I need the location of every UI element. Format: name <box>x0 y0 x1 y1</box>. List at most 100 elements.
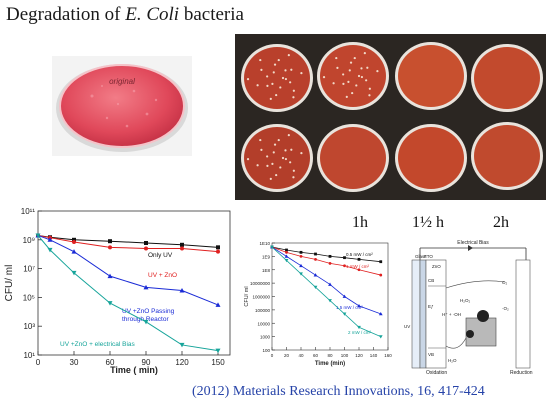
fto-label: FTO <box>424 254 433 259</box>
bacteria-colony <box>256 84 259 87</box>
vb-label: VB <box>428 352 434 357</box>
bacteria-colony <box>272 151 275 154</box>
x-tick-label: 20 <box>284 353 290 358</box>
x-tick-label: 0 <box>36 358 41 367</box>
bacteria-colony <box>335 56 338 60</box>
data-point <box>328 254 332 258</box>
series-line <box>271 246 381 315</box>
data-point <box>215 348 221 354</box>
series-label: 1.5 mW / cm² <box>336 305 363 310</box>
bacteria-colony <box>284 149 287 152</box>
cb-label: CB <box>428 278 434 283</box>
bacteria-colony <box>281 156 285 160</box>
bacteria-colony <box>266 155 269 158</box>
data-point <box>342 294 347 298</box>
bacteria-colony <box>290 68 293 71</box>
data-point <box>47 237 53 242</box>
agar-plate <box>398 45 464 107</box>
x-tick-label: 0 <box>271 353 274 358</box>
bacteria-colony <box>266 75 269 78</box>
time-label-1h: 1h <box>352 214 368 231</box>
series-line <box>271 246 381 337</box>
single-petri-dish-image: original <box>56 64 188 152</box>
bacteria-colony <box>259 138 262 142</box>
bacteria-colony <box>273 63 277 66</box>
x-tick-label: 80 <box>327 353 333 358</box>
x-tick-label: 60 <box>106 358 115 367</box>
bacteria-colony <box>365 79 368 82</box>
bacteria-colony <box>271 82 274 85</box>
superoxide-label: ·O₂ <box>502 306 509 311</box>
bacteria-colony <box>275 173 278 177</box>
series-label: UV +ZnO Passing through Reactor <box>122 308 175 323</box>
data-point <box>357 325 361 330</box>
data-point <box>47 247 53 253</box>
y-tick-label: 10¹ <box>23 351 35 360</box>
bacteria-colony <box>289 161 292 164</box>
agar-plate <box>244 127 310 189</box>
x-axis-label: Time (min) <box>315 361 345 367</box>
bacteria-colony <box>284 69 287 72</box>
bacteria-colony <box>273 143 277 146</box>
time-label-2h: 2h <box>493 214 509 231</box>
data-point <box>144 246 148 251</box>
data-point <box>284 259 289 263</box>
data-point <box>379 260 383 264</box>
data-point <box>328 299 332 303</box>
bacteria-colony <box>284 77 288 81</box>
x-tick-label: 140 <box>370 353 378 358</box>
zno-layer <box>425 259 447 369</box>
reactor-schematic: Electrical Bias Glass FTO ZnO CB Eƒ UV V… <box>398 238 548 378</box>
dish-handwritten-label: original <box>109 77 135 86</box>
data-point <box>180 246 184 251</box>
series-label: 2 mW / cm² <box>348 330 371 335</box>
data-point <box>314 252 317 256</box>
series-label: 1 mW / cm² <box>346 264 369 269</box>
y-tick-label: 10¹¹ <box>21 207 36 216</box>
bacteria-colony <box>246 158 250 161</box>
y-tick-label: 1E10 <box>259 241 270 246</box>
bacteria-colony <box>266 84 269 88</box>
petri-plates-photo <box>235 34 546 200</box>
data-point <box>143 319 149 325</box>
y-tick-label: 10⁵ <box>23 293 35 302</box>
data-point <box>179 288 185 293</box>
electrical-bias-label: Electrical Bias <box>457 240 489 246</box>
oxidation-label: Oxidation <box>426 370 447 376</box>
data-point <box>72 240 76 245</box>
series-label: 0.5 mW / cm² <box>346 252 373 257</box>
data-point <box>72 237 76 242</box>
data-point <box>378 335 383 339</box>
data-point <box>71 249 77 254</box>
bacteria-colony <box>351 91 354 95</box>
agar-plate <box>320 45 386 107</box>
data-point <box>299 254 303 258</box>
data-point <box>285 248 288 252</box>
data-point <box>71 270 77 276</box>
plot-frame <box>37 210 231 356</box>
data-point <box>328 261 332 265</box>
y-tick-label: 10⁹ <box>23 236 35 245</box>
bacteria-colony <box>342 73 345 76</box>
x-tick-label: 120 <box>175 358 189 367</box>
x-tick-label: 30 <box>70 358 79 367</box>
data-point <box>342 312 347 316</box>
data-point <box>313 273 318 277</box>
data-point <box>314 257 317 261</box>
bacteria-colony <box>259 58 262 62</box>
series-label: UV +ZnO + electrical Bias <box>60 341 136 348</box>
bacteria-colony <box>342 82 345 86</box>
bacteria-colony <box>368 87 371 90</box>
data-point <box>379 273 383 277</box>
bacteria-colony <box>266 164 269 168</box>
series-line <box>37 234 219 253</box>
bacteria-colony <box>279 166 282 169</box>
bacteria-colony <box>366 66 369 69</box>
y-tick-label: 10⁷ <box>23 265 35 274</box>
bacteria-colony <box>287 134 290 137</box>
y-axis-label: CFU/ ml <box>244 286 250 306</box>
zno-label: ZnO <box>432 264 441 269</box>
bacteria-colony <box>290 148 293 151</box>
bacteria-colony <box>376 70 379 73</box>
bacteria-colony <box>275 93 278 97</box>
